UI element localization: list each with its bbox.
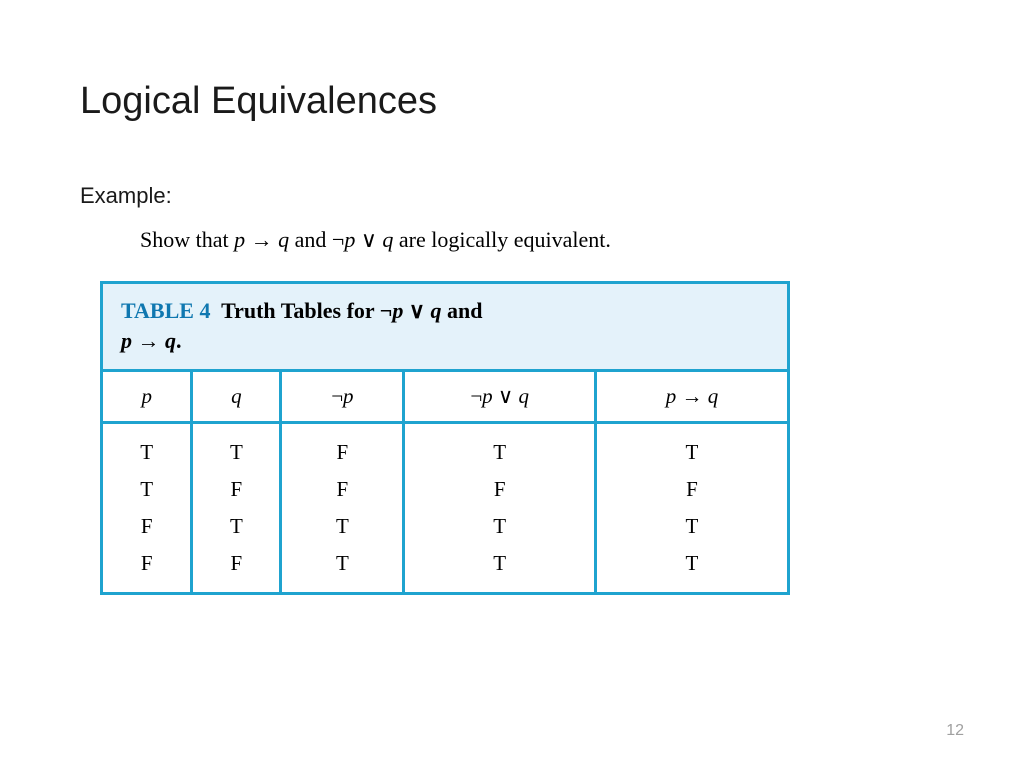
truth-table-container: TABLE 4 Truth Tables for ¬p ∨ q and p → …	[100, 281, 790, 595]
table-cell: F	[404, 471, 596, 508]
table-label: TABLE 4	[121, 298, 210, 323]
table-cell: T	[404, 508, 596, 545]
table-cell: T	[281, 545, 404, 592]
problem-statement: Show that p → q and ¬p ∨ q are logically…	[140, 227, 944, 253]
column-header: ¬p ∨ q	[404, 372, 596, 423]
table-cell: T	[404, 423, 596, 472]
table-row: FFTTT	[103, 545, 787, 592]
table-cell: F	[281, 423, 404, 472]
table-row: TFFFF	[103, 471, 787, 508]
table-cell: T	[103, 471, 192, 508]
table-cell: F	[103, 508, 192, 545]
caption-end: .	[176, 328, 182, 353]
expr-implies: p → q	[234, 227, 289, 252]
truth-table: pq¬p¬p ∨ qp → q TTFTTTFFFFFTTTTFFTTT	[103, 372, 787, 592]
table-cell: T	[595, 508, 787, 545]
table-cell: F	[192, 471, 281, 508]
table-cell: F	[103, 545, 192, 592]
table-body: TTFTTTFFFFFTTTTFFTTT	[103, 423, 787, 593]
problem-mid: and	[295, 227, 332, 252]
table-cell: T	[192, 508, 281, 545]
table-cell: F	[192, 545, 281, 592]
table-row: TTFTT	[103, 423, 787, 472]
table-row: FTTTT	[103, 508, 787, 545]
caption-expr-implies: p → q	[121, 328, 176, 353]
problem-prefix: Show that	[140, 227, 234, 252]
column-header: p → q	[595, 372, 787, 423]
table-cell: T	[404, 545, 596, 592]
table-cell: F	[595, 471, 787, 508]
table-cell: T	[281, 508, 404, 545]
column-header: q	[192, 372, 281, 423]
caption-expr-or: ¬p ∨ q	[380, 298, 442, 323]
table-cell: T	[595, 545, 787, 592]
table-cell: F	[281, 471, 404, 508]
example-label: Example:	[80, 183, 944, 209]
column-header: ¬p	[281, 372, 404, 423]
table-head: pq¬p¬p ∨ qp → q	[103, 372, 787, 423]
table-caption: TABLE 4 Truth Tables for ¬p ∨ q and p → …	[103, 284, 787, 372]
table-cell: T	[595, 423, 787, 472]
slide-title: Logical Equivalences	[80, 80, 944, 123]
column-header: p	[103, 372, 192, 423]
caption-and: and	[441, 298, 482, 323]
table-cell: T	[192, 423, 281, 472]
page-number: 12	[946, 722, 964, 740]
table-cell: T	[103, 423, 192, 472]
expr-or: ¬p ∨ q	[332, 227, 394, 252]
caption-mid: Truth Tables for	[221, 298, 380, 323]
problem-suffix: are logically equivalent.	[399, 227, 611, 252]
slide: Logical Equivalences Example: Show that …	[0, 0, 1024, 595]
